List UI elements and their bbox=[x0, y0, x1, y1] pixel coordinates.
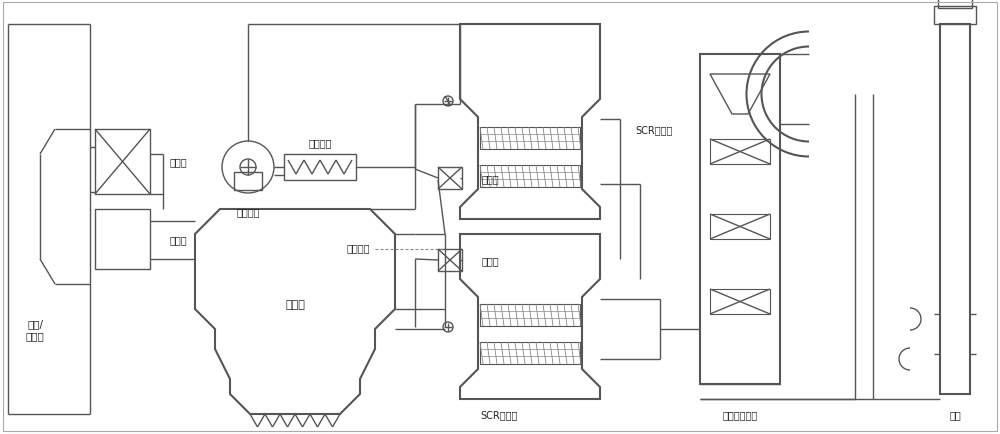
Bar bbox=[95, 210, 150, 270]
Bar bbox=[700, 55, 780, 384]
Text: 电加热器: 电加热器 bbox=[308, 138, 332, 148]
Text: 氨混机构: 氨混机构 bbox=[347, 243, 370, 253]
Text: SCR反应器: SCR反应器 bbox=[635, 125, 672, 135]
Bar bbox=[95, 130, 150, 194]
Text: 空预器: 空预器 bbox=[170, 234, 188, 244]
Text: 锅炉/
燃烧炉: 锅炉/ 燃烧炉 bbox=[26, 319, 44, 340]
Text: 湿法脱硫装置: 湿法脱硫装置 bbox=[722, 409, 758, 419]
Circle shape bbox=[443, 322, 453, 332]
Text: 省煤器: 省煤器 bbox=[170, 157, 188, 167]
Text: 再生风机: 再生风机 bbox=[236, 207, 260, 217]
Circle shape bbox=[222, 141, 274, 194]
Bar bbox=[940, 25, 970, 394]
Bar bbox=[480, 128, 580, 150]
Circle shape bbox=[443, 97, 453, 107]
Bar bbox=[438, 168, 462, 190]
Text: 烟囱: 烟囱 bbox=[949, 409, 961, 419]
Bar bbox=[480, 166, 580, 187]
Bar bbox=[710, 289, 770, 314]
Bar bbox=[710, 214, 770, 240]
Bar bbox=[480, 304, 580, 326]
Bar bbox=[938, 0, 972, 9]
Bar bbox=[438, 250, 462, 271]
Text: SCR反应器: SCR反应器 bbox=[480, 409, 517, 419]
Bar bbox=[234, 173, 262, 191]
Bar bbox=[284, 155, 356, 181]
Bar bbox=[934, 7, 976, 25]
Bar bbox=[710, 140, 770, 164]
Text: 除尘器: 除尘器 bbox=[285, 299, 305, 309]
Text: 挡板阀: 挡板阀 bbox=[481, 174, 499, 184]
Text: 挡板阀: 挡板阀 bbox=[481, 256, 499, 265]
Bar bbox=[480, 342, 580, 364]
